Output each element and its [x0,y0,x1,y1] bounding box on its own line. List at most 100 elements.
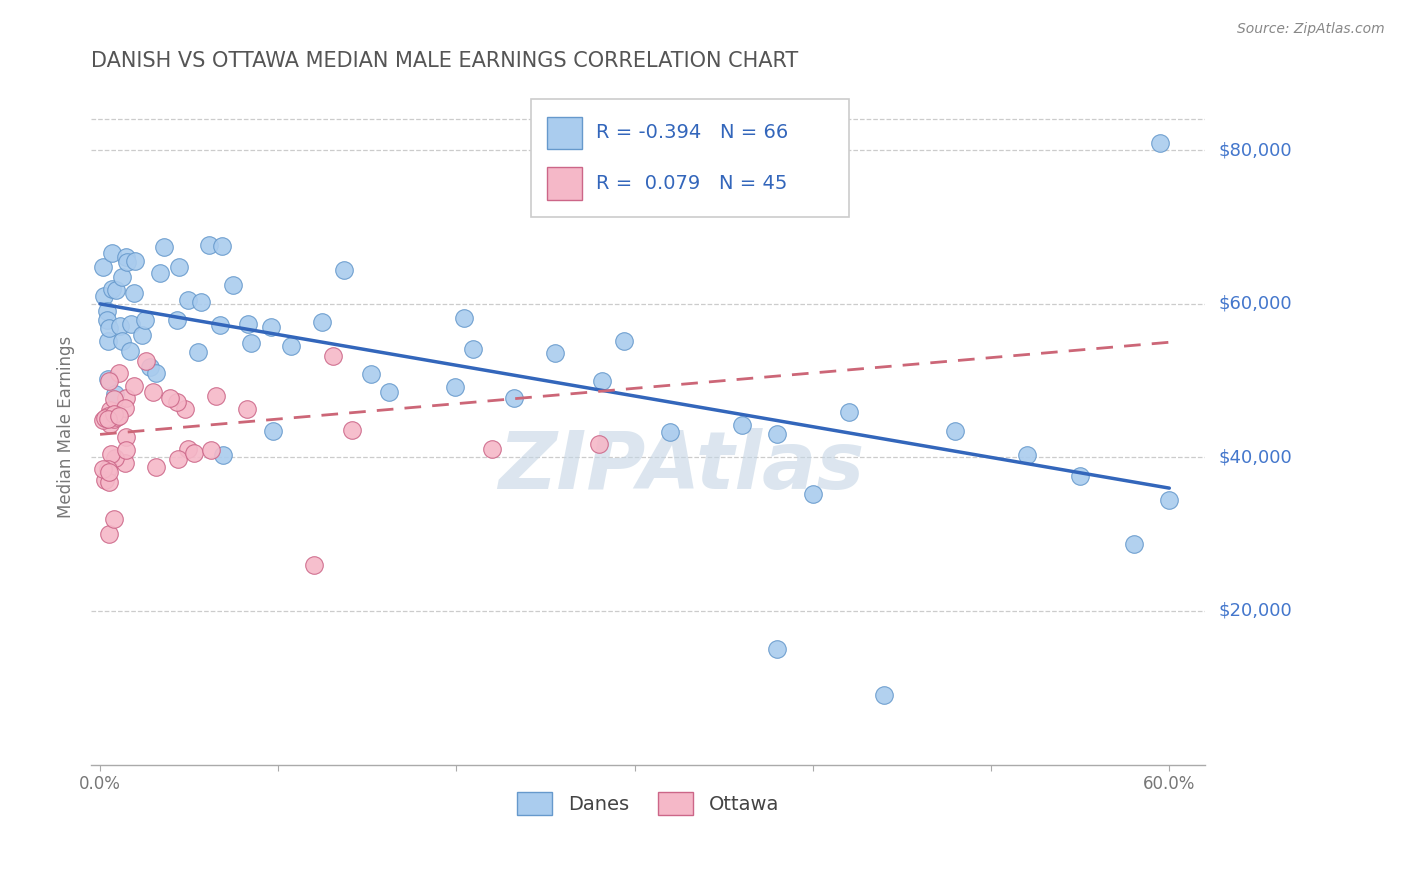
Point [1159,492,1181,507]
Point [1015,448,1038,462]
Point [105,284,128,298]
Point [96,303,118,318]
Text: DANISH VS OTTAWA MEDIAN MALE EARNINGS CORRELATION CHART: DANISH VS OTTAWA MEDIAN MALE EARNINGS CO… [91,51,799,70]
Point [98,375,121,389]
Point [97,462,120,476]
Point [204,389,226,403]
Point [98,417,121,431]
Point [94,473,117,487]
Point [97,334,120,348]
Point [91,260,114,275]
Point [91,413,114,427]
Point [766,642,789,657]
Point [463,342,485,356]
Point [166,451,188,466]
Point [97,475,120,489]
Text: $20,000: $20,000 [1219,602,1292,620]
Point [340,423,363,437]
Point [239,336,262,351]
Text: $40,000: $40,000 [1219,449,1292,467]
Point [503,391,526,405]
Point [1122,537,1144,551]
Point [114,401,136,416]
Point [100,446,122,460]
Point [108,366,131,380]
Point [98,527,121,541]
Point [333,263,356,277]
Point [93,289,115,303]
Point [1069,469,1091,483]
Point [209,318,232,333]
Point [145,459,167,474]
Point [134,313,156,327]
Text: R = -0.394   N = 66: R = -0.394 N = 66 [596,123,787,143]
Point [945,424,967,438]
Point [659,425,682,440]
Point [302,558,325,572]
Point [153,240,176,254]
Point [98,403,121,417]
Point [801,486,824,500]
Point [115,254,138,268]
Point [114,456,136,470]
Point [280,339,302,353]
Y-axis label: Median Male Earnings: Median Male Earnings [58,335,75,518]
FancyBboxPatch shape [531,99,849,218]
FancyBboxPatch shape [547,168,582,200]
Point [443,380,465,394]
Point [222,277,245,292]
Point [190,295,212,310]
Point [111,270,134,285]
Point [873,689,896,703]
Point [166,313,188,327]
Point [120,318,142,332]
Point [167,260,190,274]
Point [730,418,752,433]
Point [122,285,145,300]
Point [591,374,613,388]
Point [138,360,160,375]
Point [262,425,284,439]
Point [103,512,125,526]
Point [111,334,134,349]
FancyBboxPatch shape [547,117,582,149]
Point [98,321,121,335]
Point [177,442,200,457]
Point [212,448,235,462]
Point [135,354,157,368]
Point [97,372,120,386]
Point [177,293,200,308]
Point [124,253,146,268]
Point [115,442,138,457]
Point [588,437,610,451]
Text: $60,000: $60,000 [1219,295,1292,313]
Point [311,315,333,329]
Point [236,317,259,331]
Point [211,239,233,253]
Point [159,391,181,405]
Point [101,282,124,296]
Point [1149,136,1171,150]
Point [94,411,117,425]
Point [122,379,145,393]
Point [360,367,382,381]
Point [115,391,138,405]
Text: $80,000: $80,000 [1219,141,1292,160]
Point [108,319,131,334]
Point [103,387,125,401]
Point [145,366,167,380]
Point [105,410,128,425]
Point [114,250,136,264]
Point [115,430,138,444]
Point [378,384,401,399]
Point [141,385,163,400]
Point [200,443,222,458]
Point [100,246,122,260]
Point [613,334,636,349]
Point [187,345,209,359]
Text: R =  0.079   N = 45: R = 0.079 N = 45 [596,174,787,193]
Point [149,266,172,280]
Point [766,427,789,442]
Point [97,409,120,424]
Point [97,411,120,425]
